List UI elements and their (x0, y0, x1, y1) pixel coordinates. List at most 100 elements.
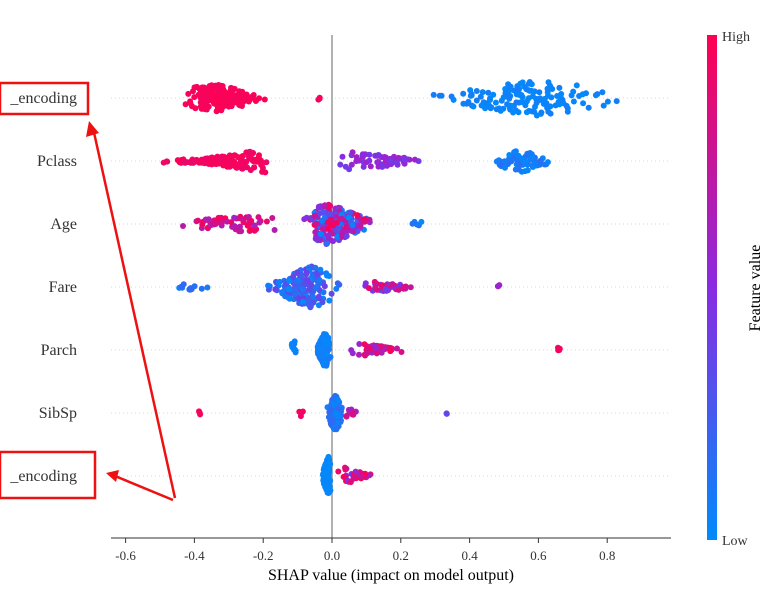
shap-point (231, 214, 238, 221)
shap-point (216, 155, 223, 162)
shap-point (319, 299, 326, 306)
shap-point (312, 235, 319, 242)
highlight-box (0, 81, 90, 116)
shap-point (523, 86, 530, 93)
shap-point (493, 158, 500, 165)
shap-point (237, 102, 243, 109)
shap-point (519, 94, 526, 101)
shap-point (356, 157, 363, 164)
arrowhead-top (86, 121, 99, 137)
shap-point (524, 150, 531, 157)
shap-point (382, 286, 389, 293)
colorbar-high-label: High (722, 30, 750, 45)
shap-point (395, 286, 402, 293)
shap-point (495, 283, 502, 290)
shap-point (197, 411, 204, 418)
shap-point (430, 91, 437, 98)
shap-point (228, 84, 234, 91)
shap-point (470, 103, 477, 110)
shap-point (164, 158, 171, 165)
shap-point (219, 83, 226, 89)
arrow-to-top-encoding (91, 127, 177, 499)
shap-point (349, 149, 356, 156)
shap-point (379, 163, 386, 170)
shap-point (394, 345, 400, 352)
shap-point (276, 279, 282, 286)
shap-point (286, 277, 293, 284)
shap-point (244, 222, 251, 229)
shap-point (443, 410, 450, 417)
x-tick-label: 0.0 (324, 548, 340, 563)
shap-point (506, 152, 513, 158)
shap-point (468, 91, 475, 98)
shap-point (178, 283, 185, 290)
shap-point (372, 284, 379, 291)
shap-point (357, 222, 364, 229)
shap-point (367, 163, 374, 170)
shap-point (294, 269, 301, 276)
shap-point (460, 90, 467, 97)
shap-point (507, 83, 514, 90)
colorbar-title: Feature value (747, 245, 764, 332)
shap-point (315, 204, 322, 211)
shap-point (348, 227, 355, 234)
shap-point (485, 102, 492, 109)
shap-point (356, 341, 363, 347)
shap-point (316, 210, 323, 217)
shap-point (366, 216, 373, 223)
shap-point (536, 89, 543, 96)
shap-point (239, 165, 246, 172)
shap-point (501, 158, 508, 165)
shap-point (219, 94, 226, 100)
shap-point (519, 155, 526, 162)
shap-point (210, 91, 217, 98)
shap-point (338, 215, 345, 222)
shap-point (524, 167, 531, 174)
shap-point (190, 157, 197, 164)
shap-point (334, 233, 341, 240)
shap-point (335, 413, 341, 420)
shap-point (256, 95, 263, 102)
shap-point (211, 155, 218, 162)
shap-point (485, 89, 492, 96)
shap-point (226, 162, 233, 168)
shap-point (215, 214, 222, 221)
shap-point (239, 157, 246, 164)
shap-point (197, 89, 204, 96)
shap-point (547, 110, 554, 117)
shap-point (256, 219, 263, 226)
shap-point (317, 266, 324, 273)
shap-point (487, 97, 493, 103)
shap-point (282, 293, 289, 300)
shap-point (327, 407, 334, 414)
shap-point (205, 216, 212, 223)
shap-point (599, 89, 606, 96)
shap-point (256, 152, 262, 159)
shap-point (321, 214, 328, 221)
shap-point (306, 286, 313, 293)
shap-point (334, 280, 341, 287)
shap-point (189, 103, 195, 110)
shap-point (519, 79, 526, 86)
feature-label: SibSp (39, 405, 77, 422)
shap-point (418, 218, 425, 225)
shap-point (316, 295, 323, 302)
shap-point (195, 217, 201, 224)
shap-point (349, 222, 356, 229)
shap-point (230, 96, 237, 102)
shap-point (573, 82, 580, 89)
shap-point (219, 98, 226, 105)
shap-point (389, 281, 396, 288)
shap-point (239, 91, 246, 98)
shap-point (303, 270, 310, 276)
arrow-to-bottom-encoding (114, 474, 174, 502)
shap-point (401, 156, 408, 163)
shap-point (580, 100, 587, 107)
shap-point (525, 95, 532, 102)
shap-point (387, 348, 394, 355)
shap-point (326, 485, 332, 492)
shap-point (339, 233, 346, 240)
shap-point (228, 219, 235, 226)
shap-point (342, 163, 349, 170)
shap-point (261, 96, 268, 103)
